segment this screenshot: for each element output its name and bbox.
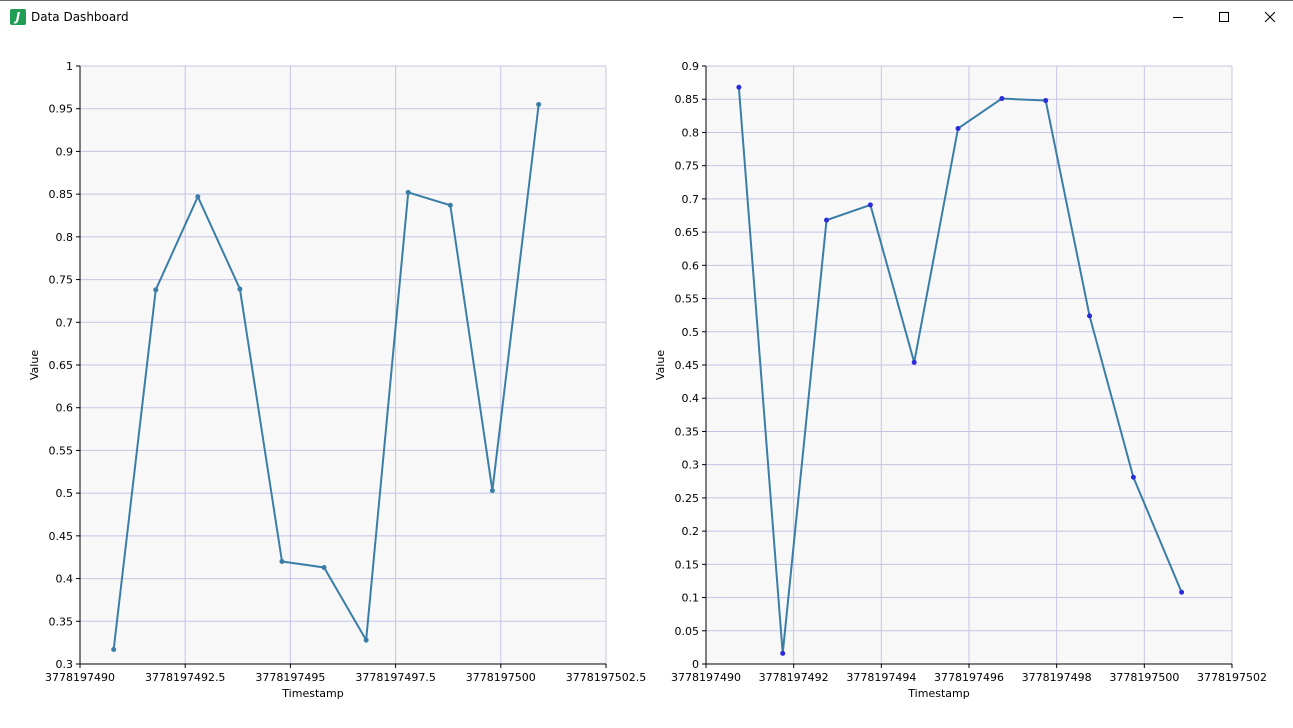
- data-point: [153, 287, 159, 293]
- y-tick-label: 0.45: [675, 359, 700, 372]
- data-point: [1043, 98, 1049, 104]
- y-axis-title: Value: [28, 350, 41, 380]
- y-tick-label: 0.8: [682, 126, 700, 139]
- y-tick-label: 0.6: [682, 259, 700, 272]
- data-point: [237, 286, 243, 292]
- data-point: [867, 202, 873, 208]
- x-tick-label: 3778197500: [1109, 671, 1179, 684]
- x-tick-label: 3778197498: [1022, 671, 1092, 684]
- data-point: [824, 217, 830, 223]
- y-tick-label: 0.9: [56, 145, 74, 158]
- x-tick-label: 3778197497.5: [355, 671, 435, 684]
- right-line-chart: 0 0.05 0.1 0.15 0.2 0.25 0.3 0.35 0.4 0.45 0.5 0.55…: [654, 60, 1267, 700]
- x-tick-label: 3778197492: [759, 671, 829, 684]
- minimize-button[interactable]: [1155, 1, 1201, 33]
- data-point: [405, 189, 411, 195]
- y-tick-label: 0.55: [675, 293, 700, 306]
- x-tick-label: 3778197490: [671, 671, 741, 684]
- java-app-icon: J: [10, 9, 26, 25]
- y-tick-label: 0: [692, 658, 699, 671]
- close-button[interactable]: [1247, 1, 1293, 33]
- data-point: [999, 96, 1005, 102]
- data-point: [536, 101, 542, 107]
- close-icon: [1264, 11, 1276, 23]
- data-point: [1087, 313, 1093, 319]
- data-point: [911, 359, 917, 365]
- y-tick-label: 0.95: [49, 103, 74, 116]
- y-tick-label: 0.55: [49, 444, 74, 457]
- x-tick-label: 3778197492.5: [145, 671, 225, 684]
- x-tick-label: 3778197500: [466, 671, 536, 684]
- y-tick-label: 0.15: [675, 558, 700, 571]
- y-tick-label: 0.4: [682, 392, 700, 405]
- maximize-icon: [1219, 12, 1229, 22]
- data-point: [780, 650, 786, 656]
- x-tick-label: 3778197495: [255, 671, 325, 684]
- y-tick-label: 0.25: [675, 492, 700, 505]
- left-line-chart: 0.3 0.35 0.4 0.45 0.5 0.55 0.6 0.65 0.7 0.75 0.8 0.…: [28, 60, 646, 700]
- y-tick-label: 0.8: [56, 231, 74, 244]
- y-tick-label: 0.05: [675, 625, 700, 638]
- data-point: [1130, 474, 1136, 480]
- data-point: [489, 488, 495, 494]
- y-tick-label: 0.65: [675, 226, 700, 239]
- y-tick-label: 0.7: [56, 316, 74, 329]
- data-point: [736, 84, 742, 90]
- y-tick-label: 0.45: [49, 530, 74, 543]
- data-point: [279, 558, 285, 564]
- y-tick-label: 0.3: [56, 658, 74, 671]
- data-point: [1179, 589, 1185, 595]
- y-tick-label: 0.75: [675, 160, 700, 173]
- y-tick-label: 0.85: [675, 93, 700, 106]
- y-tick-label: 0.4: [56, 573, 74, 586]
- y-tick-label: 0.2: [682, 525, 700, 538]
- window-title: Data Dashboard: [31, 10, 129, 24]
- x-axis-title: Timestamp: [281, 687, 343, 700]
- x-tick-label: 3778197490: [45, 671, 115, 684]
- y-tick-label: 0.35: [49, 615, 74, 628]
- maximize-button[interactable]: [1201, 1, 1247, 33]
- data-point: [321, 564, 327, 570]
- x-axis-title: Timestamp: [907, 687, 969, 700]
- x-tick-label: 3778197502.5: [566, 671, 646, 684]
- y-axis-title: Value: [654, 350, 667, 380]
- minimize-icon: [1173, 17, 1183, 18]
- data-point: [111, 646, 117, 652]
- y-tick-label: 0.65: [49, 359, 74, 372]
- title-bar: J Data Dashboard: [0, 0, 1293, 32]
- x-tick-label: 3778197494: [846, 671, 916, 684]
- y-tick-label: 1: [66, 60, 73, 73]
- y-tick-label: 0.3: [682, 459, 700, 472]
- data-point: [195, 194, 201, 200]
- y-tick-label: 0.9: [682, 60, 700, 73]
- data-point: [955, 125, 961, 131]
- y-tick-label: 0.5: [56, 487, 74, 500]
- y-tick-label: 0.35: [675, 425, 700, 438]
- x-tick-label: 3778197502: [1197, 671, 1267, 684]
- x-tick-label: 3778197496: [934, 671, 1004, 684]
- data-point: [363, 637, 369, 643]
- y-tick-label: 0.85: [49, 188, 74, 201]
- y-tick-label: 0.75: [49, 274, 74, 287]
- y-tick-label: 0.1: [682, 592, 700, 605]
- y-tick-label: 0.7: [682, 193, 700, 206]
- data-point: [447, 202, 453, 208]
- y-tick-label: 0.6: [56, 402, 74, 415]
- y-tick-label: 0.5: [682, 326, 700, 339]
